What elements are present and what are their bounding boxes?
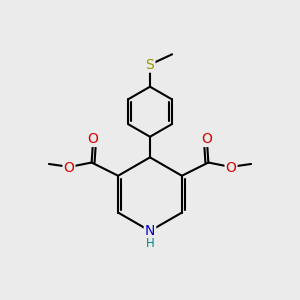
Text: N: N: [145, 224, 155, 238]
Text: O: O: [226, 160, 236, 175]
Text: O: O: [88, 132, 98, 146]
Text: O: O: [64, 160, 74, 175]
Text: H: H: [146, 237, 154, 250]
Text: O: O: [202, 132, 212, 146]
Text: S: S: [146, 58, 154, 72]
